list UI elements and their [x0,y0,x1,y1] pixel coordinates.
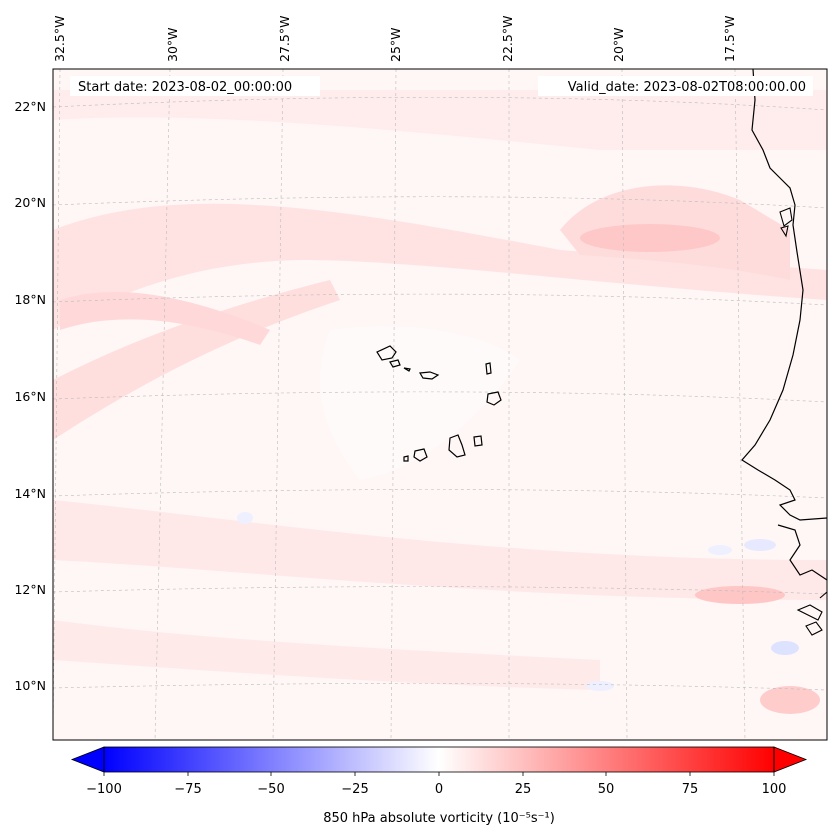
vorticity-negative-patch-1 [744,539,776,551]
africa-coastline [741,69,827,521]
vorticity-neutral-area [320,326,520,480]
island-sao-nicolau [418,371,440,380]
lon-label-27-5w: 27.5°W [277,16,292,62]
vorticity-band-west [53,280,340,440]
island-sao-vicente [389,359,401,368]
vorticity-negative-patch-4 [586,681,614,691]
vorticity-band-south2 [53,620,600,690]
colorbar-label: 850 hPa absolute vorticity (10⁻⁵s⁻¹) [323,811,555,826]
lat-label-16n: 16°N [14,389,46,404]
cape-verde-islands [376,345,502,462]
vorticity-maximum-core [580,224,720,252]
island-sal [485,362,492,375]
vorticity-max-southeast [695,586,785,604]
vorticity-band-north [53,203,827,330]
lon-label-20w: 20°W [611,27,626,62]
lat-label-10n: 10°N [14,678,46,693]
colorbar-tick-label: 25 [515,782,532,797]
map-frame [52,68,828,741]
lon-label-17-5w: 17.5°W [722,16,737,62]
colorbar-tick-label: 50 [598,782,615,797]
graticule [53,69,827,740]
colorbar-tick-label: −25 [341,782,368,797]
banc-d-arguin-islands [779,207,793,238]
colorbar: −100 −75 −50 −25 0 25 50 75 100 850 hPa … [70,746,808,826]
vorticity-streak [60,291,270,345]
lat-label-14n: 14°N [14,486,46,501]
lat-label-22n: 22°N [14,99,46,114]
colorbar-tick-label: 0 [435,782,443,797]
island-brava [403,455,409,462]
island-maio [473,435,483,447]
lon-label-22-5w: 22.5°W [500,16,515,62]
colorbar-tick-label: −75 [174,782,201,797]
colorbar-tick-label: −50 [257,782,284,797]
lon-label-32-5w: 32.5°W [52,16,67,62]
lon-label-25w: 25°W [388,27,403,62]
island-santo-antao [376,345,397,361]
island-santiago [448,434,466,458]
island-santa-luzia [403,367,411,372]
colorbar-extend-max [773,746,808,773]
colorbar-tick-label: −100 [86,782,122,797]
lon-label-30w: 30°W [165,27,180,62]
start-date-box [70,76,320,96]
lat-label-18n: 18°N [14,292,46,307]
vorticity-max-corner [760,686,820,714]
vorticity-negative-patch-3 [708,545,732,555]
vorticity-band-top [53,90,827,150]
colorbar-tick-marks [103,772,775,776]
bijagos-islands [796,591,827,636]
guinea-bissau-coastline [777,524,827,581]
lat-label-12n: 12°N [14,582,46,597]
latitude-labels: 22°N 20°N 18°N 16°N 14°N 12°N 10°N [14,99,46,693]
valid-date-box [538,76,813,96]
colorbar-extend-min [70,746,105,773]
vorticity-negative-patch-5 [237,512,253,524]
island-fogo [413,448,428,462]
island-boa-vista [486,391,502,406]
vorticity-negative-patch-2 [771,641,799,655]
colorbar-gradient [104,747,774,772]
valid-date-label: Valid_date: 2023-08-02T08:00:00.00 [568,80,806,95]
lat-label-20n: 20°N [14,195,46,210]
colorbar-tick-label: 75 [682,782,699,797]
colorbar-tick-label: 100 [762,782,787,797]
map-panel: Start date: 2023-08-02_00:00:00 Valid_da… [52,68,828,741]
start-date-label: Start date: 2023-08-02_00:00:00 [78,80,292,95]
vorticity-band-south [53,500,827,600]
vorticity-field [53,69,827,740]
longitude-labels: 32.5°W 30°W 27.5°W 25°W 22.5°W 20°W 17.5… [52,16,737,62]
